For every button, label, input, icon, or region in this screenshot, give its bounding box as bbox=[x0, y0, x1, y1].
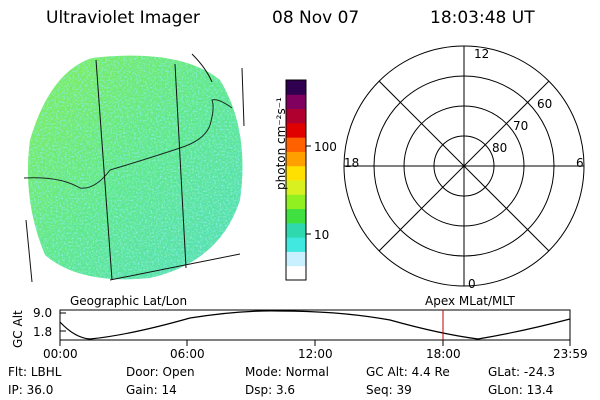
colorbar-segment bbox=[286, 122, 306, 138]
altitude-plot-frame bbox=[59, 309, 571, 341]
mlt-label-0: 0 bbox=[468, 277, 476, 291]
colorbar-segment bbox=[286, 208, 306, 224]
altitude-xtick-0: 00:00 bbox=[43, 347, 78, 361]
altitude-ytick-bottom: 1.8 bbox=[33, 325, 53, 339]
colorbar-segment bbox=[286, 165, 306, 181]
altitude-xtick-1: 06:00 bbox=[170, 347, 205, 361]
mlt-label-12: 12 bbox=[474, 47, 490, 61]
meridian-line-1 bbox=[95, 59, 113, 281]
meridian-line-2 bbox=[174, 63, 187, 269]
polar-plot bbox=[343, 45, 585, 287]
footer-mode: Mode: Normal bbox=[245, 365, 329, 379]
colorbar-tick-10: 10 bbox=[314, 228, 330, 242]
geo-caption: Geographic Lat/Lon bbox=[70, 294, 188, 308]
footer-filter: Flt: LBHL bbox=[8, 365, 62, 379]
footer-glat: GLat: -24.3 bbox=[488, 365, 555, 379]
mlat-label-60: 60 bbox=[537, 97, 553, 111]
footer-door: Door: Open bbox=[126, 365, 195, 379]
colorbar-segment bbox=[286, 180, 306, 195]
date-label: 08 Nov 07 bbox=[272, 8, 360, 28]
colorbar-segment bbox=[286, 137, 306, 152]
altitude-ytick-top: 9.0 bbox=[33, 306, 53, 320]
colorbar-segment bbox=[286, 108, 306, 124]
altitude-ylabel: GC Alt bbox=[11, 310, 25, 348]
polar-caption: Apex MLat/MLT bbox=[425, 294, 515, 308]
mlat-label-70: 70 bbox=[513, 119, 529, 133]
mlt-label-18: 18 bbox=[344, 156, 360, 170]
altitude-curve bbox=[59, 310, 571, 340]
colorbar-segment bbox=[286, 194, 306, 210]
altitude-xtick-2: 12:00 bbox=[298, 347, 333, 361]
colorbar-unit-label: photon cm⁻²s⁻¹ bbox=[274, 97, 288, 190]
colorbar-segment bbox=[286, 265, 306, 281]
colorbar-segment bbox=[286, 80, 306, 95]
altitude-xtick-3: 18:00 bbox=[426, 347, 461, 361]
footer-glon: GLon: 13.4 bbox=[488, 383, 554, 397]
colorbar-segment bbox=[286, 222, 306, 238]
colorbar-segment bbox=[286, 237, 306, 252]
mlt-label-6: 6 bbox=[576, 156, 584, 170]
uv-disk-image bbox=[23, 53, 245, 283]
colorbar-tick-100: 100 bbox=[314, 140, 337, 154]
colorbar bbox=[286, 80, 306, 281]
time-label: 18:03:48 UT bbox=[430, 8, 535, 28]
footer-ip: IP: 36.0 bbox=[8, 383, 54, 397]
colorbar-segment bbox=[286, 251, 306, 267]
footer-dsp: Dsp: 3.6 bbox=[245, 383, 296, 397]
colorbar-segment bbox=[286, 151, 306, 167]
footer-gain: Gain: 14 bbox=[126, 383, 177, 397]
altitude-xtick-4: 23:59 bbox=[553, 347, 588, 361]
footer-seq: Seq: 39 bbox=[366, 383, 412, 397]
colorbar-segment bbox=[286, 94, 306, 110]
footer-gc-alt: GC Alt: 4.4 Re bbox=[366, 365, 450, 379]
instrument-title: Ultraviolet Imager bbox=[46, 8, 200, 28]
mlat-label-80: 80 bbox=[492, 141, 508, 155]
